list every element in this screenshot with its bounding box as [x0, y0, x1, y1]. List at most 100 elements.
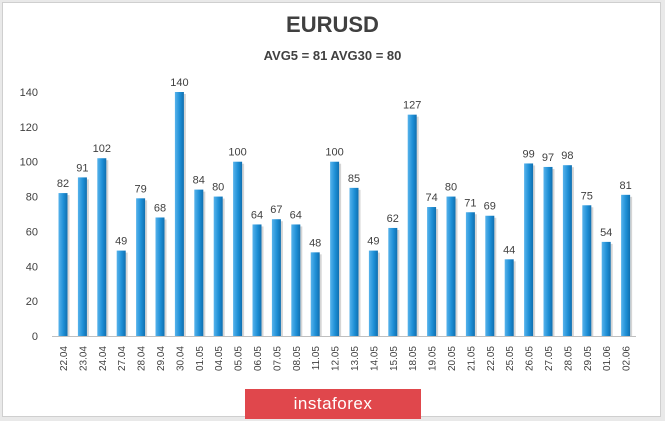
x-tick-label: 01.05 [195, 346, 206, 371]
y-tick-label: 60 [26, 226, 38, 238]
instaforex-watermark: instaforex [245, 389, 421, 419]
bar [233, 161, 243, 336]
x-tick-label: 20.05 [447, 346, 458, 371]
bars-group [58, 92, 633, 337]
bar-value-label: 74 [425, 192, 437, 204]
bar-value-label: 49 [367, 236, 379, 248]
data-labels: 82 91 102 49 79 68 140 84 80 100 64 67 64 48 100 85 49 62… [57, 77, 632, 256]
x-tick-label: 27.04 [117, 346, 128, 371]
bar [310, 252, 320, 336]
x-tick-label: 12.05 [331, 346, 342, 371]
bar-value-label: 84 [193, 175, 205, 187]
bar-value-label: 100 [325, 147, 343, 159]
x-tick-label: 22.05 [486, 346, 497, 371]
bar [601, 241, 611, 336]
bar [213, 196, 223, 336]
y-tick-label: 40 [26, 261, 38, 273]
y-tick-label: 100 [20, 157, 38, 169]
bar [97, 158, 107, 336]
bar [271, 219, 281, 336]
bar-value-label: 54 [600, 227, 612, 239]
bar-value-label: 80 [445, 182, 457, 194]
chart-subtitle: AVG5 = 81 AVG30 = 80 [263, 48, 402, 63]
x-tick-label: 22.04 [59, 346, 70, 371]
x-tick-label: 01.06 [602, 346, 613, 371]
y-tick-label: 0 [32, 331, 38, 343]
x-tick-label: 05.05 [234, 346, 245, 371]
bar [349, 187, 359, 336]
bar-value-label: 48 [309, 237, 321, 249]
x-tick-label: 29.05 [583, 346, 594, 371]
x-tick-label: 25.05 [505, 346, 516, 371]
bar-value-label: 81 [619, 180, 631, 192]
x-tick-label: 11.05 [311, 346, 322, 371]
x-tick-label: 24.04 [98, 346, 109, 371]
x-tick-label: 13.05 [350, 346, 361, 371]
x-tick-label: 04.05 [214, 346, 225, 371]
x-tick-label: 02.06 [622, 346, 633, 371]
x-axis: 22.04 23.04 24.04 27.04 28.04 29.04 30.04 01.05… [59, 346, 633, 371]
bar-value-label: 64 [290, 209, 302, 221]
bar [330, 161, 340, 336]
bar-value-label: 100 [228, 147, 246, 159]
bar-value-label: 97 [542, 152, 554, 164]
bar [252, 224, 262, 336]
x-tick-label: 15.05 [389, 346, 400, 371]
x-tick-label: 23.04 [78, 346, 89, 371]
bar [485, 215, 495, 336]
bar-value-label: 75 [581, 190, 593, 202]
bar [446, 196, 456, 336]
bar-value-label: 67 [270, 204, 282, 216]
y-tick-label: 20 [26, 296, 38, 308]
bar-value-label: 62 [387, 213, 399, 225]
bar [136, 198, 146, 336]
bar [58, 193, 68, 336]
bar [194, 189, 204, 336]
bar [524, 163, 534, 336]
bar [388, 227, 398, 336]
x-tick-label: 30.04 [175, 346, 186, 371]
bar [155, 217, 165, 336]
bar [543, 166, 553, 336]
y-axis: 0 20 40 60 80 100 120 140 [20, 87, 636, 343]
bar-value-label: 85 [348, 173, 360, 185]
x-tick-label: 21.05 [466, 346, 477, 371]
bar-value-label: 44 [503, 244, 515, 256]
x-tick-label: 27.05 [544, 346, 555, 371]
bar-value-label: 82 [57, 178, 69, 190]
bar-value-label: 80 [212, 182, 224, 194]
bar-value-label: 102 [93, 143, 111, 155]
y-tick-label: 80 [26, 192, 38, 204]
y-tick-label: 120 [20, 122, 38, 134]
bar [407, 114, 417, 337]
bar-value-label: 99 [522, 148, 534, 160]
x-tick-label: 18.05 [408, 346, 419, 371]
bar [174, 92, 184, 336]
x-tick-label: 06.05 [253, 346, 264, 371]
bar [562, 165, 572, 336]
bar [77, 177, 87, 336]
chart-title: EURUSD [286, 12, 379, 37]
bar [116, 250, 126, 336]
bar-value-label: 98 [561, 150, 573, 162]
bar [291, 224, 301, 336]
x-tick-label: 28.04 [137, 346, 148, 371]
bar [368, 250, 378, 336]
bar [582, 205, 592, 336]
bar-value-label: 68 [154, 202, 166, 214]
bar-value-label: 71 [464, 197, 476, 209]
bar-value-label: 64 [251, 209, 263, 221]
bar-value-label: 127 [403, 100, 421, 112]
x-tick-label: 14.05 [369, 346, 380, 371]
y-tick-label: 140 [20, 87, 38, 99]
x-tick-label: 28.05 [563, 346, 574, 371]
bar-value-label: 91 [76, 162, 88, 174]
bar [504, 259, 514, 336]
x-tick-label: 08.05 [292, 346, 303, 371]
bar [621, 194, 631, 336]
bar-value-label: 69 [484, 201, 496, 213]
bar [465, 212, 475, 336]
bar-value-label: 140 [170, 77, 188, 89]
x-tick-label: 07.05 [272, 346, 283, 371]
